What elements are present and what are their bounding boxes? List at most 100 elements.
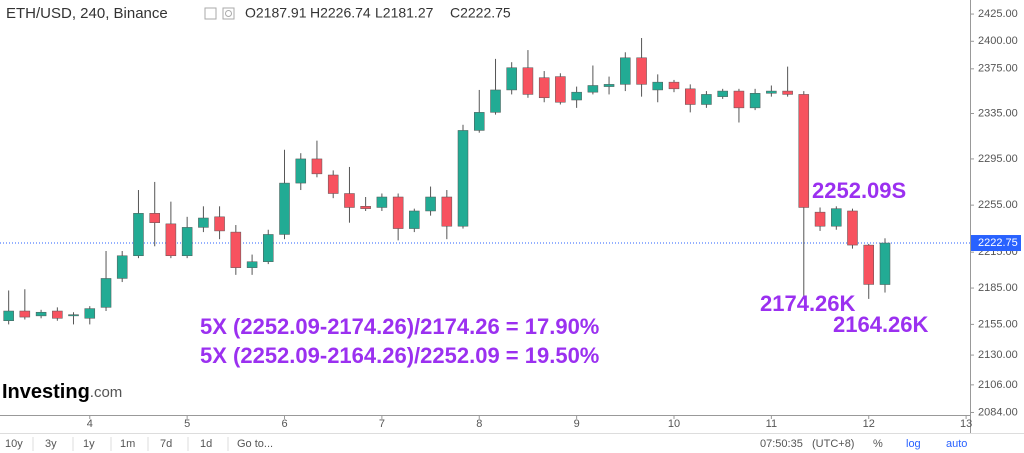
- toolbar-item[interactable]: auto: [946, 438, 967, 450]
- candle-body: [636, 57, 647, 85]
- toolbar-button[interactable]: 10y: [5, 438, 23, 450]
- candle-body: [311, 158, 323, 175]
- candle-body: [684, 88, 696, 105]
- candle-body: [847, 210, 858, 246]
- candle-body: [149, 213, 160, 223]
- toolbar-button[interactable]: 1m: [120, 438, 135, 450]
- candle-body: [116, 255, 128, 279]
- candle-body: [441, 196, 453, 227]
- candle-body: [344, 193, 355, 208]
- candle-body: [798, 94, 810, 208]
- candle-body: [262, 234, 274, 262]
- toolbar-item: (UTC+8): [812, 438, 854, 450]
- y-tick-label: 2185.00: [978, 282, 1018, 294]
- candle-body: [19, 310, 31, 318]
- x-tick-label: 8: [476, 418, 482, 430]
- toolbar-button[interactable]: 3y: [45, 438, 57, 450]
- candle-body: [782, 90, 793, 95]
- candle-body: [766, 90, 777, 94]
- logo: Investing.com: [2, 381, 122, 403]
- x-tick-label: 5: [184, 418, 190, 430]
- price-label: 2222.75: [978, 237, 1018, 249]
- candle-body: [295, 158, 307, 184]
- candle-body: [814, 211, 826, 227]
- toolbar-item[interactable]: log: [906, 438, 921, 450]
- ohlc-value: H2226.74: [310, 5, 371, 21]
- candle-body: [879, 242, 891, 285]
- candle-body: [555, 76, 566, 103]
- candle-body: [733, 90, 745, 109]
- candle-body: [863, 244, 874, 285]
- candle-body: [603, 84, 615, 87]
- candle-body: [620, 57, 631, 85]
- x-tick-label: 13: [960, 418, 972, 430]
- candle-body: [133, 213, 144, 257]
- y-tick-label: 2400.00: [978, 35, 1018, 47]
- header-icons: [204, 7, 235, 20]
- candle-body: [198, 217, 209, 228]
- toolbar-button[interactable]: 1d: [200, 438, 212, 450]
- candle-body: [506, 67, 517, 91]
- candle-body: [360, 206, 371, 209]
- candle-body: [181, 227, 193, 257]
- x-tick-label: 12: [863, 418, 875, 430]
- ohlc-value: C2222.75: [450, 5, 511, 21]
- candle-body: [376, 196, 388, 208]
- icon: [225, 10, 232, 17]
- candle-body: [84, 308, 96, 319]
- ohlc-value: L2181.27: [375, 5, 434, 21]
- candle-body: [701, 94, 712, 105]
- annotation: 2252.09S: [812, 178, 906, 203]
- y-tick-label: 2084.00: [978, 406, 1018, 418]
- chart-title: ETH/USD, 240, Binance: [6, 5, 168, 22]
- y-tick-label: 2106.00: [978, 379, 1018, 391]
- icon: [204, 7, 217, 20]
- logo-main: Investing: [2, 381, 90, 403]
- annotation: 2174.26K: [760, 291, 856, 316]
- ohlc-value: O2187.91: [245, 5, 307, 21]
- icon: [222, 7, 235, 20]
- candle-body: [165, 223, 177, 257]
- candle-body: [668, 81, 680, 90]
- candle-body: [749, 93, 761, 109]
- title-text: ETH/USD, 240, Binance: [6, 5, 168, 22]
- candle-body: [35, 311, 47, 317]
- toolbar-button[interactable]: 1y: [83, 438, 95, 450]
- price-label-bg: [971, 235, 1021, 252]
- y-tick-label: 2295.00: [978, 153, 1018, 165]
- toolbar-button[interactable]: 7d: [160, 438, 172, 450]
- candle-body: [473, 112, 485, 131]
- annotation: 2164.26K: [833, 312, 929, 337]
- candle-body: [230, 231, 242, 268]
- toolbar-button[interactable]: Go to...: [237, 438, 273, 450]
- candle-body: [457, 130, 469, 227]
- candle-body: [392, 196, 404, 229]
- candle-body: [3, 310, 14, 321]
- candle-body: [425, 196, 436, 212]
- y-tick-label: 2335.00: [978, 107, 1018, 119]
- candle-body: [327, 174, 339, 194]
- candle-body: [652, 81, 663, 91]
- y-tick-label: 2425.00: [978, 8, 1018, 20]
- x-tick-label: 10: [668, 418, 680, 430]
- toolbar-item: 07:50:35: [760, 438, 803, 450]
- candle-body: [279, 182, 290, 235]
- candle-body: [522, 67, 534, 95]
- candle-body: [409, 210, 420, 229]
- candle-body: [68, 314, 79, 317]
- candle-body: [100, 278, 112, 308]
- candle-body: [52, 310, 63, 319]
- x-tick-label: 7: [379, 418, 385, 430]
- annotation: 5X (2252.09-2174.26)/2174.26 = 17.90%: [200, 314, 599, 339]
- candle-body: [717, 90, 728, 97]
- y-tick-label: 2155.00: [978, 318, 1018, 330]
- logo-suffix: .com: [90, 384, 123, 401]
- candle-body: [490, 89, 501, 113]
- y-tick-label: 2130.00: [978, 349, 1018, 361]
- toolbar-item[interactable]: %: [873, 438, 883, 450]
- candle-body: [571, 91, 582, 101]
- y-tick-label: 2255.00: [978, 199, 1018, 211]
- x-tick-label: 4: [87, 418, 93, 430]
